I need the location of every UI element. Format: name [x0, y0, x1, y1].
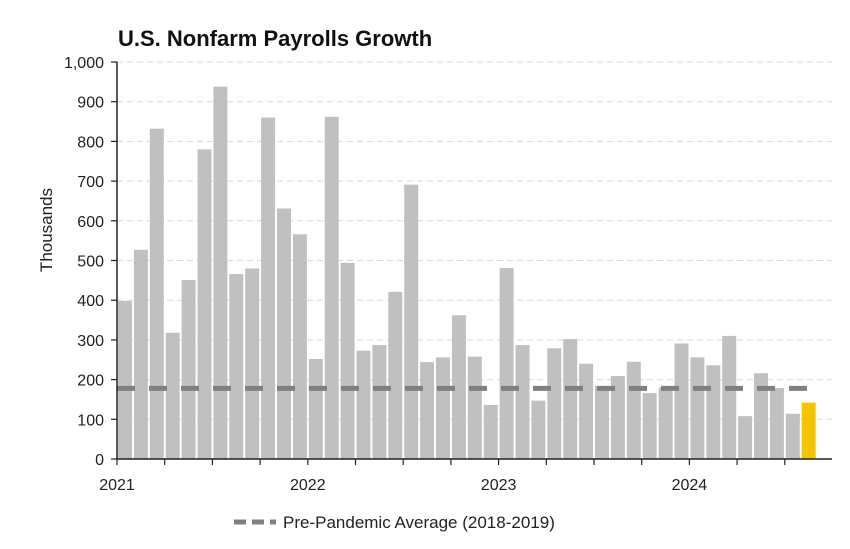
bar — [658, 387, 673, 459]
bar — [547, 348, 562, 459]
bar — [372, 345, 387, 459]
axes — [111, 61, 832, 465]
bar — [531, 400, 546, 459]
bar — [754, 373, 768, 459]
bar — [610, 376, 625, 459]
bar — [324, 116, 339, 459]
chart-title: U.S. Nonfarm Payrolls Growth — [118, 26, 433, 51]
legend: Pre-Pandemic Average (2018-2019) — [234, 513, 555, 532]
bar — [292, 234, 307, 459]
bars — [118, 86, 816, 460]
y-tick-label: 200 — [77, 373, 104, 390]
bar — [738, 416, 753, 459]
bar — [642, 393, 657, 459]
bar — [213, 86, 228, 460]
y-tick-label: 800 — [77, 134, 104, 151]
bar — [229, 274, 244, 459]
bar — [181, 279, 196, 459]
bar — [690, 357, 705, 459]
bar — [165, 332, 180, 459]
bar — [467, 356, 482, 459]
bar — [356, 350, 371, 459]
bar — [133, 249, 148, 459]
y-tick-label: 300 — [77, 333, 104, 350]
bar — [388, 291, 403, 459]
bar — [595, 385, 609, 459]
bar-latest — [801, 402, 816, 459]
bar — [420, 362, 435, 459]
bar — [785, 413, 800, 459]
x-tick-label: 2022 — [290, 477, 326, 494]
y-tick-label: 400 — [77, 293, 104, 310]
bar — [245, 268, 260, 459]
bar — [261, 117, 276, 459]
bar — [451, 315, 466, 459]
legend-label: Pre-Pandemic Average (2018-2019) — [283, 513, 555, 532]
y-tick-label: 0 — [95, 452, 104, 469]
bar — [149, 128, 164, 459]
x-tick-labels: 2021 2022 2023 2024 — [99, 477, 707, 494]
bar — [722, 335, 737, 459]
bar — [404, 184, 419, 460]
y-tick-label: 600 — [77, 214, 104, 231]
y-tick-label: 900 — [77, 95, 104, 112]
y-axis-label: Thousands — [37, 188, 56, 272]
bar — [436, 357, 450, 459]
bar — [340, 262, 355, 459]
x-tick-label: 2021 — [99, 477, 135, 494]
y-tick-label: 700 — [77, 174, 104, 191]
bar — [483, 405, 498, 459]
y-tick-labels: 0 100 200 300 400 500 600 700 800 900 1,000 — [64, 55, 104, 469]
bar — [563, 339, 578, 459]
bar — [118, 300, 132, 459]
x-tick-label: 2023 — [481, 477, 517, 494]
y-tick-label: 100 — [77, 412, 104, 429]
bar — [197, 149, 212, 459]
bar — [769, 387, 784, 459]
bar — [308, 358, 323, 459]
bar — [579, 363, 594, 459]
bar — [626, 361, 641, 459]
y-tick-label: 500 — [77, 254, 104, 271]
bar — [499, 268, 514, 459]
bar — [706, 365, 721, 459]
x-tick-label: 2024 — [672, 477, 708, 494]
bar — [674, 343, 689, 459]
y-tick-label: 1,000 — [64, 55, 104, 72]
bar — [515, 345, 530, 459]
bar — [277, 208, 291, 459]
